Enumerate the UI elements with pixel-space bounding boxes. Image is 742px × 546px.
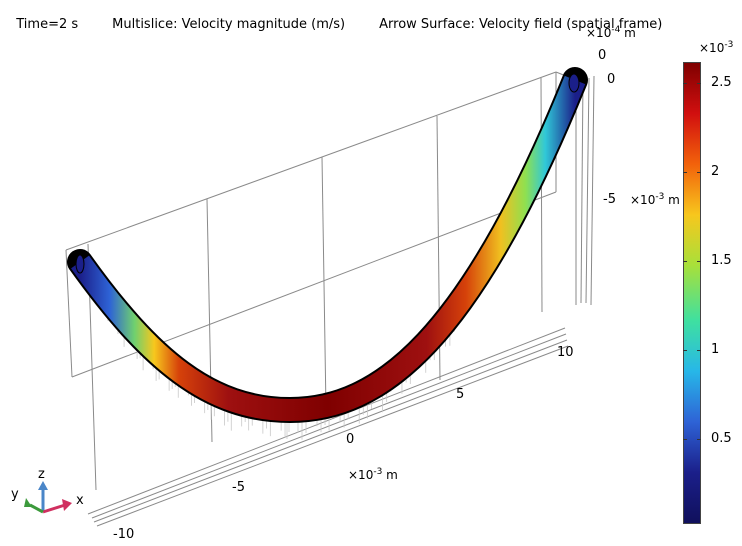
colorbar-tick-mark bbox=[683, 172, 701, 173]
colorbar-tick-0-5: 0.5 bbox=[711, 431, 732, 446]
colorbar-tick-2: 2 bbox=[711, 164, 720, 179]
multislice-label: Multislice: Velocity magnitude (m/s) bbox=[112, 17, 346, 32]
colorbar-tick-mark bbox=[683, 83, 701, 84]
plot-title: Time=2 s Multislice: Velocity magnitude (… bbox=[8, 2, 662, 32]
triad-x-label: x bbox=[76, 493, 84, 508]
colorbar-tick-mark bbox=[683, 261, 701, 262]
z-zero-tick: 0 bbox=[607, 72, 616, 87]
tube-end-left bbox=[75, 254, 85, 274]
triad-y-label: y bbox=[11, 487, 19, 502]
x-tick-10: 10 bbox=[557, 345, 574, 360]
colorbar-legend bbox=[683, 62, 701, 524]
axis-triad bbox=[24, 481, 72, 514]
grid-lines bbox=[65, 71, 595, 527]
x-axis-unit: ×10-3 m bbox=[348, 467, 398, 482]
x-tick-0: 0 bbox=[346, 432, 355, 447]
tube-end-right bbox=[568, 73, 580, 93]
x-tick-neg5: -5 bbox=[232, 480, 245, 495]
colorbar-tick-1-5: 1.5 bbox=[711, 253, 732, 268]
velocity-tube bbox=[67, 67, 588, 424]
colorbar-tick-2-5: 2.5 bbox=[711, 75, 732, 90]
colorbar-tick-mark bbox=[683, 439, 701, 440]
y-tick-neg5: -5 bbox=[603, 192, 616, 207]
x-tick-5: 5 bbox=[456, 387, 465, 402]
x-tick-neg10: -10 bbox=[113, 527, 135, 542]
triad-z-label: z bbox=[38, 467, 45, 482]
y-axis-unit: ×10-3 m bbox=[630, 192, 680, 207]
colorbar-tick-mark bbox=[683, 350, 701, 351]
colorbar-multiplier: ×10-3 bbox=[699, 40, 734, 55]
colorbar-tick-1: 1 bbox=[711, 342, 720, 357]
z-axis-unit: ×10-4 m bbox=[586, 25, 636, 40]
z-top-tick: 0 bbox=[598, 48, 607, 63]
time-label: Time=2 s bbox=[16, 17, 79, 32]
arrow-surface-label: Arrow Surface: Velocity field (spatial f… bbox=[379, 17, 663, 32]
